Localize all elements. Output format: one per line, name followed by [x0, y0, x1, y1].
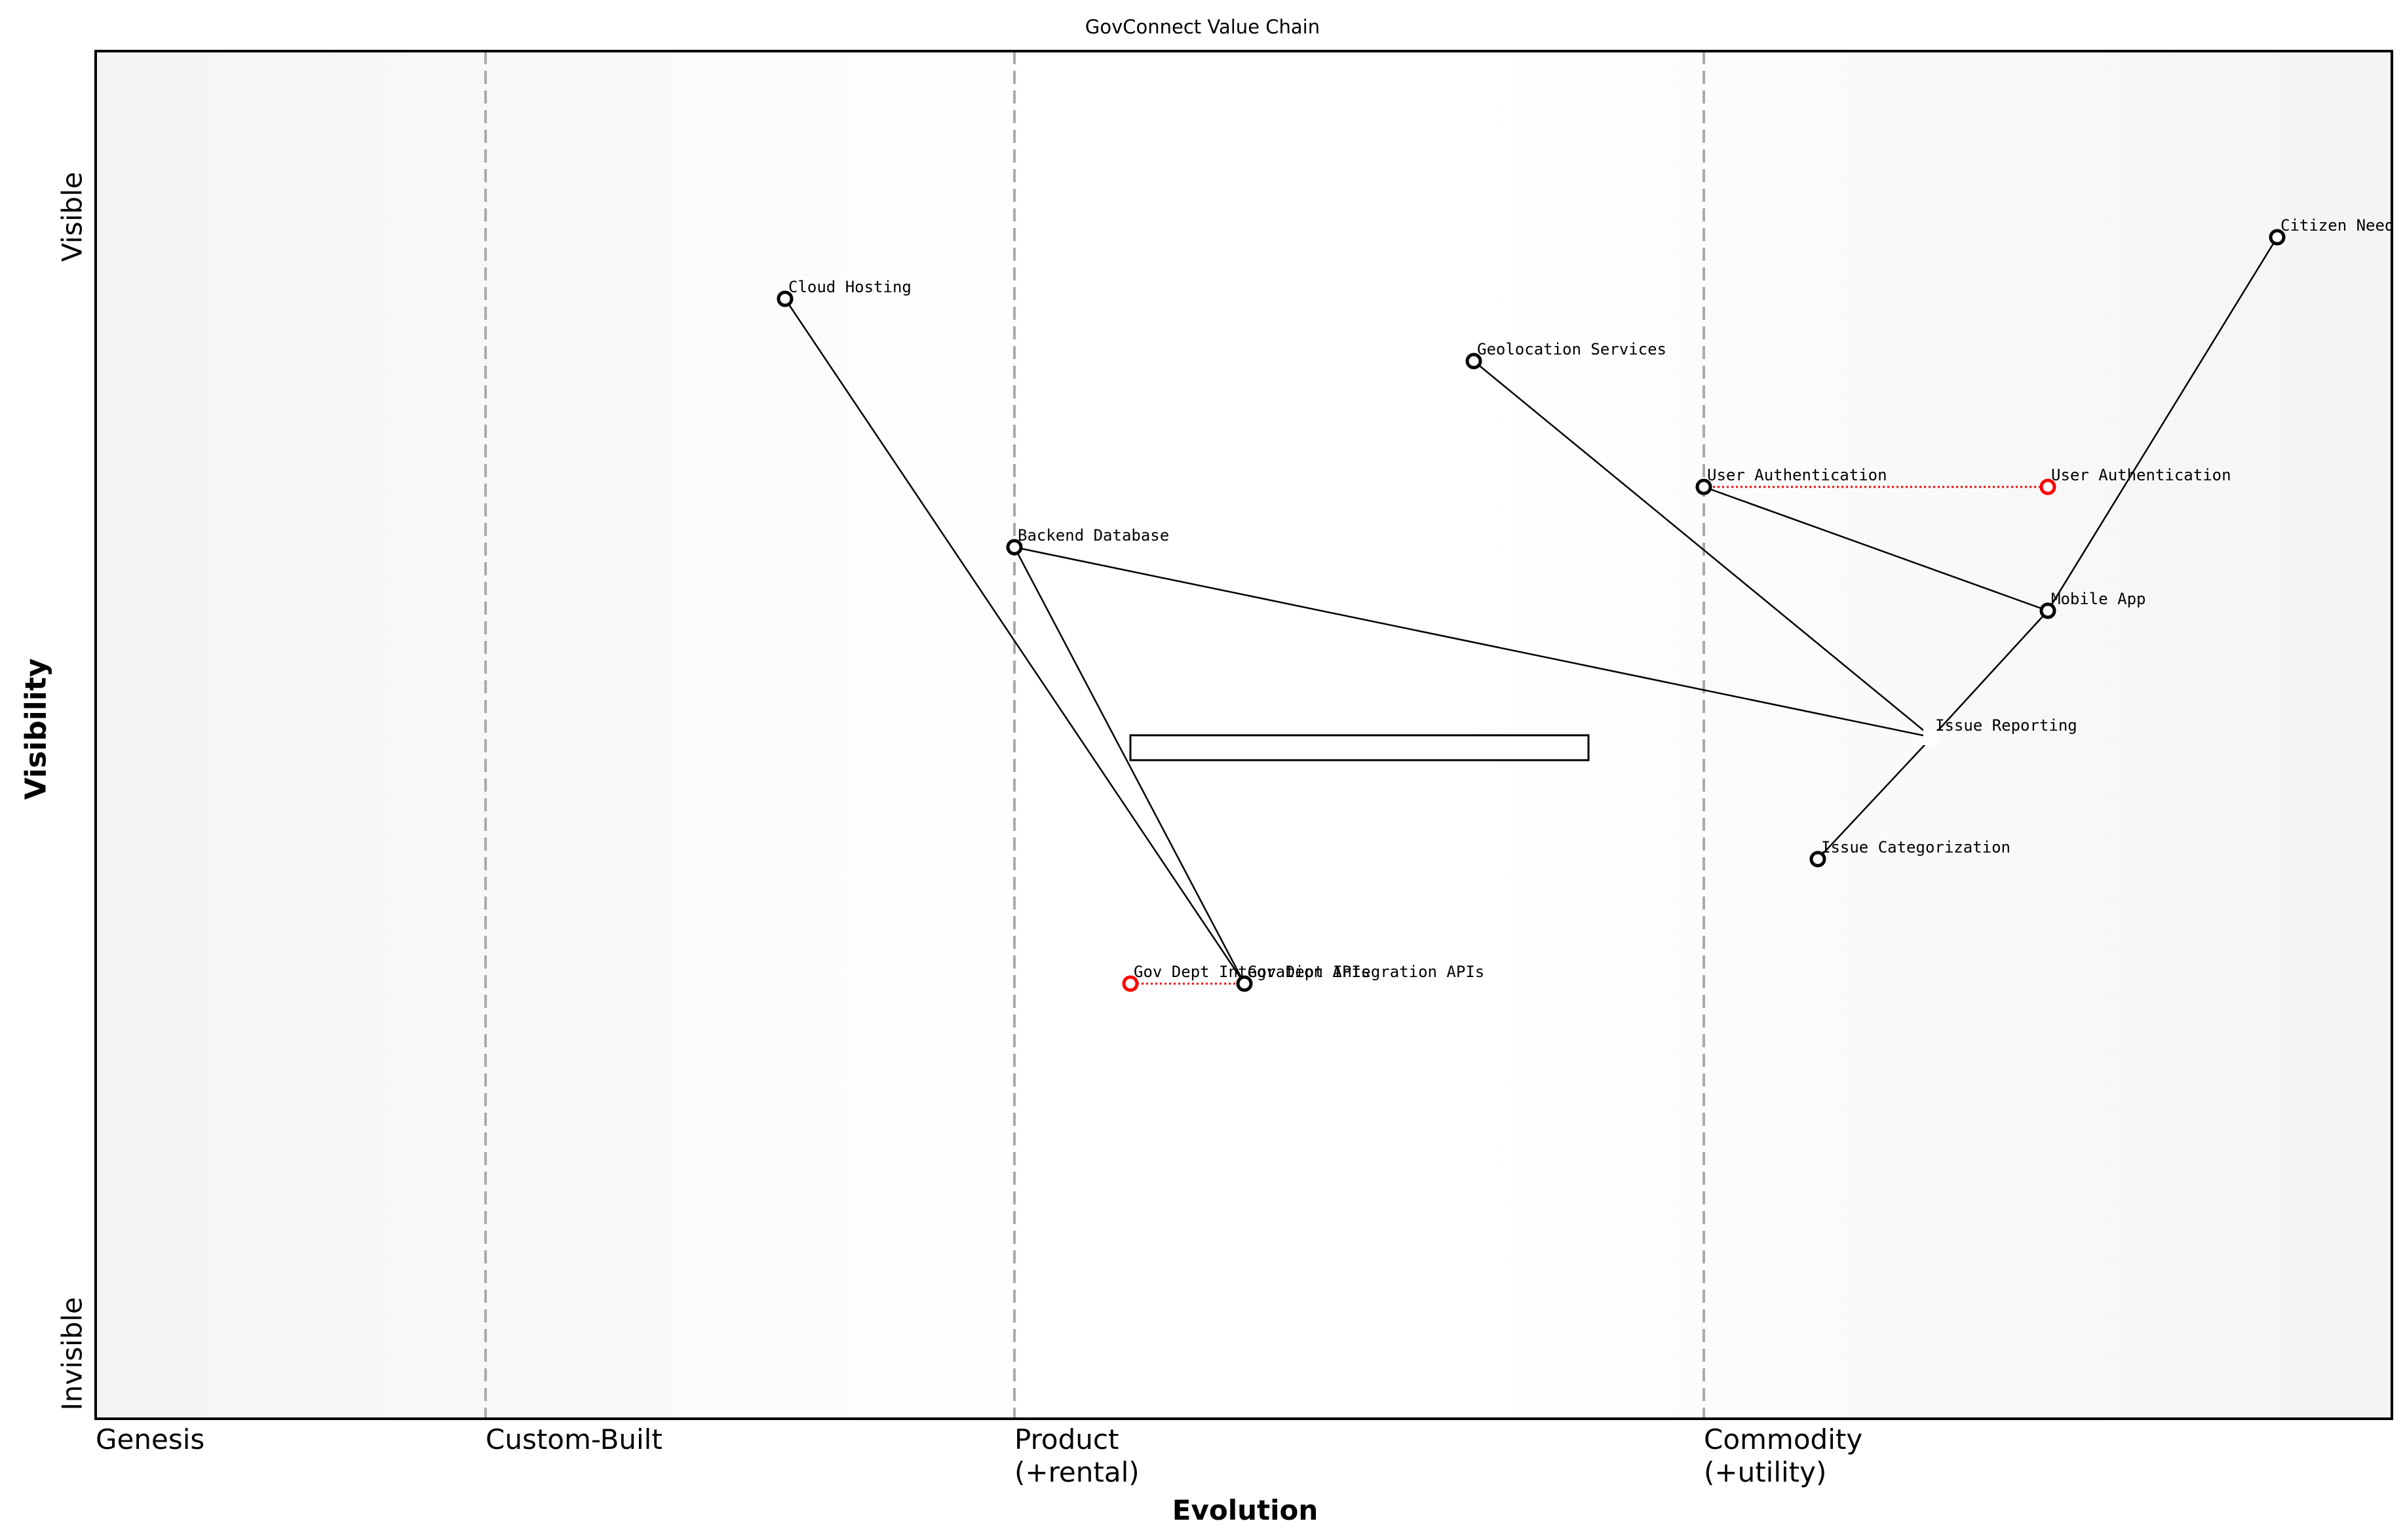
- component-gov-dept-integration[interactable]: Gov Dept Integration APIs: [1236, 963, 1484, 992]
- node-circle-icon: [1236, 975, 1253, 992]
- node-circle-icon: [2039, 602, 2056, 619]
- component-user-authentication[interactable]: User Authentication: [1695, 466, 1887, 495]
- node-circle-icon: [777, 290, 794, 307]
- component-issue-categorization[interactable]: Issue Categorization: [1809, 838, 2011, 868]
- node-circle-icon: [1809, 851, 1826, 868]
- x-tick-genesis: Genesis: [96, 1423, 205, 1455]
- node-circle-icon: [1006, 539, 1023, 556]
- edge-citizen-need-mobile-app: [2047, 237, 2279, 611]
- component-user-authentication-evolved[interactable]: User Authentication: [2039, 466, 2231, 495]
- node-circle-icon: [2039, 478, 2056, 495]
- component-label: Gov Dept Integration APIs: [1248, 963, 1484, 981]
- component-mobile-app[interactable]: Mobile App: [2039, 590, 2146, 619]
- component-citizen-need[interactable]: Citizen Need: [2269, 216, 2394, 246]
- component-geolocation-services[interactable]: Geolocation Services: [1465, 340, 1666, 370]
- edge-cloud-hosting-gov-dept-integration: [784, 298, 1246, 984]
- component-backend-database[interactable]: Backend Database: [1006, 526, 1169, 556]
- stage-dividers: [484, 51, 1705, 1419]
- component-label: Citizen Need: [2280, 216, 2394, 235]
- x-axis-label: Evolution: [1172, 1494, 1318, 1526]
- component-label: Mobile App: [2051, 590, 2146, 608]
- component-label: Geolocation Services: [1477, 340, 1666, 358]
- x-tick-custom-built: Custom-Built: [486, 1423, 663, 1455]
- y-axis-bottom-label: Invisible: [56, 1297, 88, 1411]
- edge-issue-reporting-backend-database: [1014, 546, 1933, 739]
- component-issue-reporting[interactable]: Issue Reporting: [1923, 716, 2077, 745]
- edge-mobile-app-issue-reporting: [1931, 610, 2049, 738]
- components: Citizen Need Cloud Hosting Geolocation Ser…: [777, 216, 2394, 992]
- component-label: Issue Categorization: [1821, 838, 2011, 857]
- node-circle-icon: [2269, 229, 2286, 246]
- component-label: User Authentication: [2051, 466, 2231, 484]
- node-circle-icon: [1465, 353, 1482, 370]
- component-label: Backend Database: [1018, 526, 1169, 545]
- y-axis-label: Visibility: [19, 658, 53, 800]
- component-label: User Authentication: [1707, 466, 1887, 484]
- node-circle-icon: [1122, 975, 1139, 992]
- y-axis-top-label: Visible: [56, 172, 88, 262]
- component-label: Issue Reporting: [1935, 716, 2077, 735]
- component-cloud-hosting[interactable]: Cloud Hosting: [777, 278, 912, 307]
- component-label: Gov Dept Integration APIs: [1134, 963, 1370, 981]
- component-gov-dept-integration-evolved[interactable]: Gov Dept Integration APIs: [1122, 963, 1370, 992]
- chart-title: GovConnect Value Chain: [1085, 16, 1320, 38]
- edges: [784, 237, 2279, 984]
- edge-issue-reporting-geolocation-services: [1473, 360, 1933, 738]
- plot-frame: [94, 50, 2393, 1420]
- node-circle-icon: [1695, 478, 1712, 495]
- edge-issue-reporting-issue-categorization: [1817, 737, 1933, 860]
- x-tick-product: Product (+rental): [1014, 1423, 1140, 1488]
- x-tick-commodity: Commodity (+utility): [1704, 1423, 1863, 1488]
- hidden-marker-icon: [1923, 729, 1939, 745]
- evolution-arrows: [1130, 486, 2048, 985]
- edge-mobile-app-user-authentication: [1703, 486, 2049, 612]
- component-label: Cloud Hosting: [788, 278, 912, 296]
- edge-backend-database-gov-dept-integration: [1013, 547, 1246, 984]
- annotation-box: [1129, 734, 1590, 761]
